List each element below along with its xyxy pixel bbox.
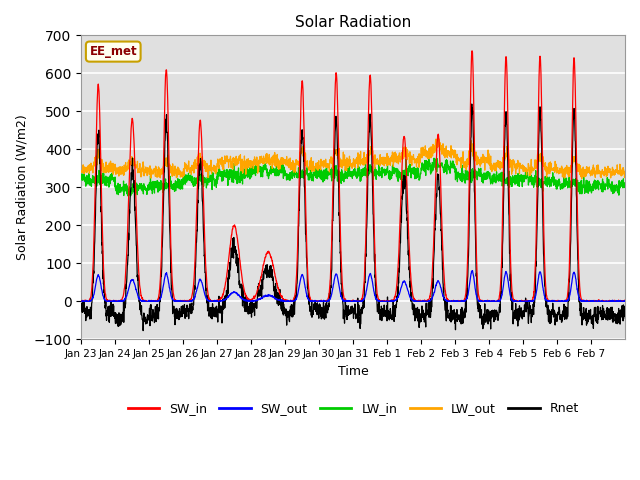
X-axis label: Time: Time xyxy=(338,365,369,378)
Title: Solar Radiation: Solar Radiation xyxy=(295,15,412,30)
Legend: SW_in, SW_out, LW_in, LW_out, Rnet: SW_in, SW_out, LW_in, LW_out, Rnet xyxy=(122,397,584,420)
Text: EE_met: EE_met xyxy=(90,45,137,58)
Y-axis label: Solar Radiation (W/m2): Solar Radiation (W/m2) xyxy=(15,114,28,260)
